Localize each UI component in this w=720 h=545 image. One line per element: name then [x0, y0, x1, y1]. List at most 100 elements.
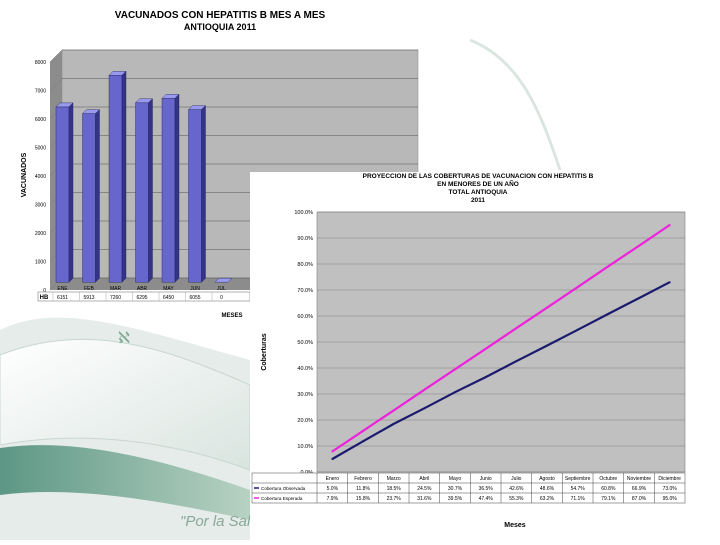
bar-chart-bar-side — [68, 102, 74, 283]
line-chart-y-tick-label: 70.0% — [297, 288, 313, 294]
bar-chart-bar — [55, 106, 70, 283]
bar-chart-bars — [55, 70, 233, 283]
bar-chart-title: VACUNADOS CON HEPATITIS B MES A MES — [115, 10, 326, 21]
line-chart-point — [638, 244, 640, 247]
line-chart-point — [362, 440, 364, 443]
line-chart-table-value: 42.6% — [509, 486, 524, 492]
line-chart-table-value: 7.9% — [327, 496, 339, 502]
bar-chart-y-tick-label: 5000 — [35, 146, 46, 152]
line-chart-table-value: 30.7% — [448, 486, 463, 492]
line-chart-table-value: 71.1% — [571, 496, 586, 502]
bar-chart-bar — [161, 98, 176, 283]
line-chart-point — [484, 347, 487, 350]
line-chart-title-line: 2011 — [471, 197, 485, 204]
bar-chart-bar-side — [95, 109, 100, 283]
line-chart-table-value: 63.2% — [540, 496, 555, 502]
bar-chart-category-label: MAY — [163, 286, 174, 292]
bar-chart-bar-side — [201, 105, 206, 283]
decor-mark: ℵ — [118, 330, 130, 347]
bar-chart-bar-side — [174, 93, 180, 283]
line-chart-table-value: 31.6% — [417, 496, 432, 502]
line-chart-y-axis-label: Coberturas — [261, 333, 268, 370]
line-chart-table-value: 39.5% — [448, 496, 463, 502]
line-chart-point — [484, 376, 487, 379]
bar-chart-bar — [188, 109, 202, 283]
bar-chart-subtitle: ANTIOQUIA 2011 — [184, 22, 256, 32]
bar-chart-table-values: 6151 5913 7260 6295 6450 6055 0 — [52, 292, 223, 301]
line-chart-point — [638, 297, 640, 300]
line-chart-table-value: 24.5% — [417, 486, 432, 492]
line-chart-point — [546, 306, 548, 309]
line-chart-point — [515, 327, 518, 330]
line-chart-category-label: Julio — [511, 476, 522, 482]
line-chart-point — [668, 281, 671, 284]
line-chart-y-tick-label: 20.0% — [297, 418, 313, 424]
line-chart-table-value: 73.0% — [663, 486, 678, 492]
bar-chart-table-value: 0 — [220, 295, 223, 301]
line-chart-point — [515, 360, 518, 363]
bar-chart-y-tick-label: 8000 — [35, 60, 46, 66]
line-chart-title-line: PROYECCION DE LAS COBERTURAS DE VACUNACI… — [363, 173, 594, 180]
line-chart-point — [668, 224, 671, 226]
line-chart-series-name: Cobertura Esperada — [261, 496, 303, 501]
line-chart-table-value: 5.0% — [327, 486, 339, 492]
bar-chart-bar — [135, 102, 149, 283]
line-chart-table-value: 79.1% — [601, 496, 616, 502]
line-chart-data-table: Enero Febrero Marzo Abril Mayo Junio Julio Agos… — [251, 472, 686, 504]
line-chart-y-tick-label: 100.0% — [294, 210, 313, 216]
line-chart-y-tick-label: 80.0% — [297, 262, 313, 268]
line-chart-y-tick-label: 90.0% — [297, 236, 313, 242]
line-chart-y-tick-label: 40.0% — [297, 366, 313, 372]
line-chart-title-line: TOTAL ANTIOQUIA — [449, 189, 508, 196]
line-chart-point — [607, 265, 610, 268]
bar-chart-category-label: JUL — [217, 286, 226, 292]
bar-chart-table-value: 6151 — [57, 295, 68, 301]
line-chart-table-value: 15.8% — [356, 496, 371, 502]
line-chart-series-name: Cobertura Observada — [261, 486, 306, 491]
bar-chart-category-label: ABR — [137, 286, 148, 292]
bar-chart-table-row-label: HB — [40, 295, 49, 301]
bar-chart-bar — [214, 278, 233, 283]
line-chart-y-tick-label: 10.0% — [297, 444, 313, 450]
line-chart-category-label: Octubre — [599, 476, 617, 482]
bar-chart-y-tick-label: 3000 — [35, 203, 46, 209]
line-chart-table-value: 54.7% — [571, 486, 586, 492]
bar-chart-gridline-side — [49, 49, 63, 63]
line-chart-table-frame — [251, 472, 686, 504]
bar-chart-bar — [82, 113, 96, 283]
bar-chart-bar-side — [148, 98, 153, 283]
bar-chart-y-tick-label: 7000 — [35, 89, 46, 95]
line-chart-category-label: Marzo — [387, 476, 401, 482]
swoosh-green — [0, 445, 250, 520]
line-chart-point — [576, 328, 579, 331]
line-chart-point — [392, 422, 395, 425]
bar-chart-table-value: 6450 — [163, 295, 174, 301]
line-chart-y-tick-label: 60.0% — [297, 314, 313, 320]
line-chart-point — [423, 407, 426, 410]
line-chart-category-label: Mayo — [449, 476, 461, 482]
line-chart-point — [546, 344, 548, 347]
line-chart-point — [607, 312, 610, 315]
bar-chart-category-label: JUN — [190, 286, 200, 292]
line-chart-point — [454, 368, 456, 371]
bar-chart-bar — [108, 75, 123, 283]
line-chart-table-value: 23.7% — [387, 496, 402, 502]
line-chart-point — [454, 391, 456, 394]
line-chart-table-value: 47.4% — [479, 496, 494, 502]
line-chart-point — [423, 388, 426, 391]
bar-chart-x-axis-label: MESES — [221, 313, 242, 319]
line-chart-series — [331, 224, 671, 460]
bar-chart-y-tick-label: 4000 — [35, 174, 46, 180]
line-chart-table-value: 60.8% — [601, 486, 616, 492]
line-chart-table-value: 95.0% — [663, 496, 678, 502]
bar-chart-y-axis-label: VACUNADOS — [21, 152, 28, 197]
bar-chart-category-label: FEB — [84, 286, 94, 292]
line-chart-title-line: EN MENORES DE UN AÑO — [437, 179, 519, 188]
line-chart-point — [331, 450, 334, 453]
bar-chart-gridline-side — [49, 78, 63, 91]
bar-chart-categories: ENE FEB MAR ABR MAY JUN JUL — [57, 286, 226, 292]
line-chart-y-tick-label: 50.0% — [297, 340, 313, 346]
bar-chart-y-tick-label: 2000 — [35, 231, 46, 237]
